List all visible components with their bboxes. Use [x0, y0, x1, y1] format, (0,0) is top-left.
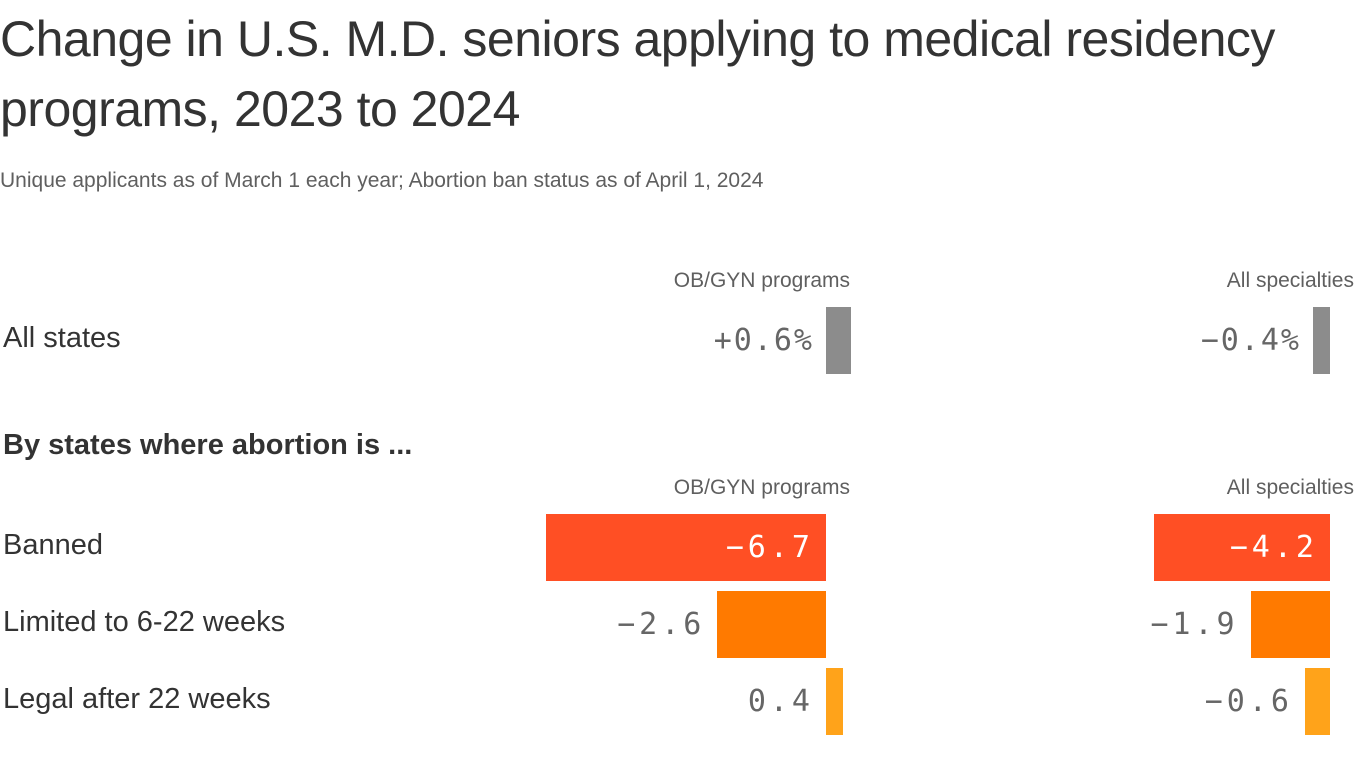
- section-heading: By states where abortion is ...: [3, 429, 413, 461]
- value-label-all-specialties-limited: −1.9: [1150, 607, 1239, 642]
- value-label-obgyn-limited: −2.6: [617, 607, 706, 642]
- row-label-limited: Limited to 6-22 weeks: [3, 606, 286, 638]
- bar-all-specialties-banned: [1154, 514, 1330, 581]
- row-label-legal: Legal after 22 weeks: [3, 683, 271, 715]
- value-label-all-specialties-banned: −4.2: [1229, 530, 1318, 565]
- row-label-banned: Banned: [3, 529, 103, 561]
- value-label-obgyn-all-states: +0.6%: [713, 323, 814, 358]
- column-header-obgyn-states: OB/GYN programs: [673, 476, 850, 499]
- bar-all-specialties-legal: [1304, 668, 1330, 735]
- column-header-all-specialties: All specialties: [1226, 269, 1354, 292]
- column-header-all-specialties-states: All specialties: [1226, 476, 1354, 499]
- chart-subtitle: Unique applicants as of March 1 each yea…: [0, 169, 764, 192]
- row-label-all-states: All states: [3, 322, 121, 354]
- value-label-obgyn-banned: −6.7: [725, 530, 814, 565]
- bar-obgyn-legal: [826, 668, 843, 735]
- chart-title: Change in U.S. M.D. seniors applying to …: [0, 11, 1275, 137]
- bar-all-specialties-all-states: [1313, 307, 1330, 374]
- bar-all-specialties-limited: [1250, 591, 1330, 658]
- bar-obgyn-banned: [545, 514, 826, 581]
- bar-obgyn-limited: [717, 591, 826, 658]
- value-label-obgyn-legal: 0.4: [747, 684, 814, 719]
- column-header-obgyn: OB/GYN programs: [673, 269, 850, 292]
- value-label-all-specialties-legal: −0.6: [1204, 684, 1293, 719]
- value-label-all-specialties-all-states: −0.4%: [1200, 323, 1301, 358]
- bar-obgyn-all-states: [826, 307, 851, 374]
